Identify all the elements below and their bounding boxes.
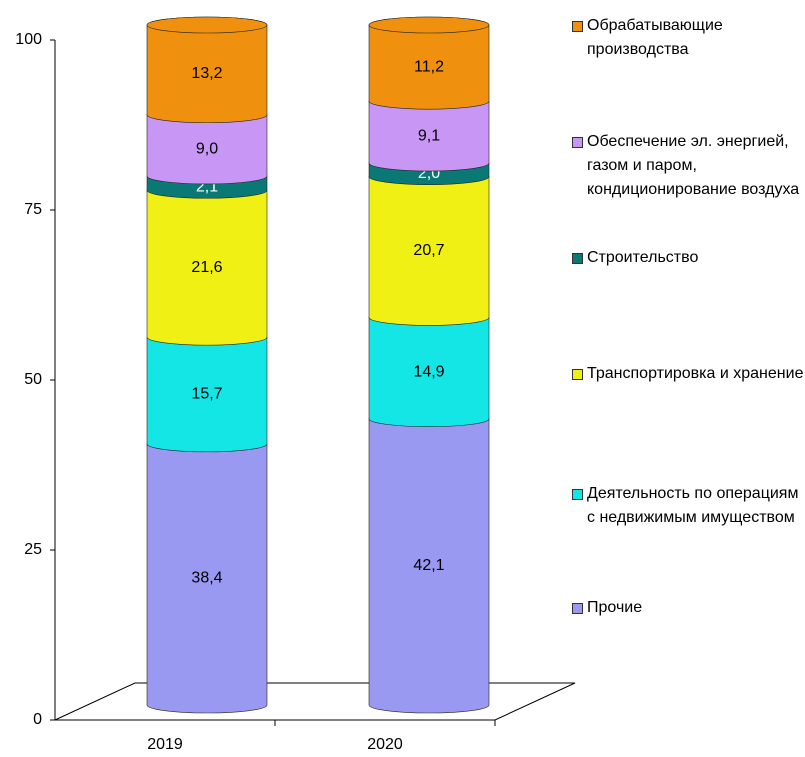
y-tick-label: 100	[15, 31, 42, 48]
legend-entry: Обрабатывающие производства	[572, 14, 804, 62]
legend-swatch	[572, 21, 583, 32]
legend-entry: Транспортировка и хранение	[572, 362, 804, 386]
legend-swatch	[572, 603, 583, 614]
legend-entry: Деятельность по операциям с недвижимым и…	[572, 482, 804, 530]
legend-label: Обеспечение эл. энергией, газом и паром,…	[587, 133, 800, 198]
legend-label: Прочие	[587, 599, 643, 616]
legend-entry: Строительство	[572, 246, 804, 270]
value-label: 38,4	[191, 570, 222, 587]
x-tick-label: 2019	[147, 736, 183, 753]
legend-swatch	[572, 137, 583, 148]
y-tick-label: 75	[24, 201, 42, 218]
y-tick-label: 25	[24, 541, 42, 558]
legend-label: Деятельность по операциям с недвижимым и…	[587, 485, 799, 526]
legend-label: Строительство	[587, 249, 699, 266]
legend-swatch	[572, 253, 583, 264]
legend-swatch	[572, 489, 583, 500]
legend-label: Обрабатывающие производства	[587, 17, 723, 58]
bar-top	[368, 16, 490, 34]
bar-top	[146, 16, 268, 34]
y-tick-label: 0	[33, 711, 42, 728]
value-label: 13,2	[191, 65, 222, 82]
value-label: 11,2	[414, 58, 444, 75]
legend-entry: Обеспечение эл. энергией, газом и паром,…	[572, 130, 804, 202]
value-label: 15,7	[191, 386, 222, 403]
value-label: 42,1	[413, 557, 444, 574]
value-label: 14,9	[413, 363, 444, 380]
value-label: 20,7	[413, 242, 444, 259]
legend-entry: Прочие	[572, 596, 804, 620]
y-tick-label: 50	[24, 371, 42, 388]
value-label: 9,0	[196, 141, 218, 158]
floor	[54, 682, 576, 721]
value-label: 21,6	[191, 259, 222, 276]
value-label: 9,1	[418, 127, 440, 144]
legend-label: Транспортировка и хранение	[587, 365, 804, 382]
legend-swatch	[572, 369, 583, 380]
x-tick-label: 2020	[367, 736, 403, 753]
